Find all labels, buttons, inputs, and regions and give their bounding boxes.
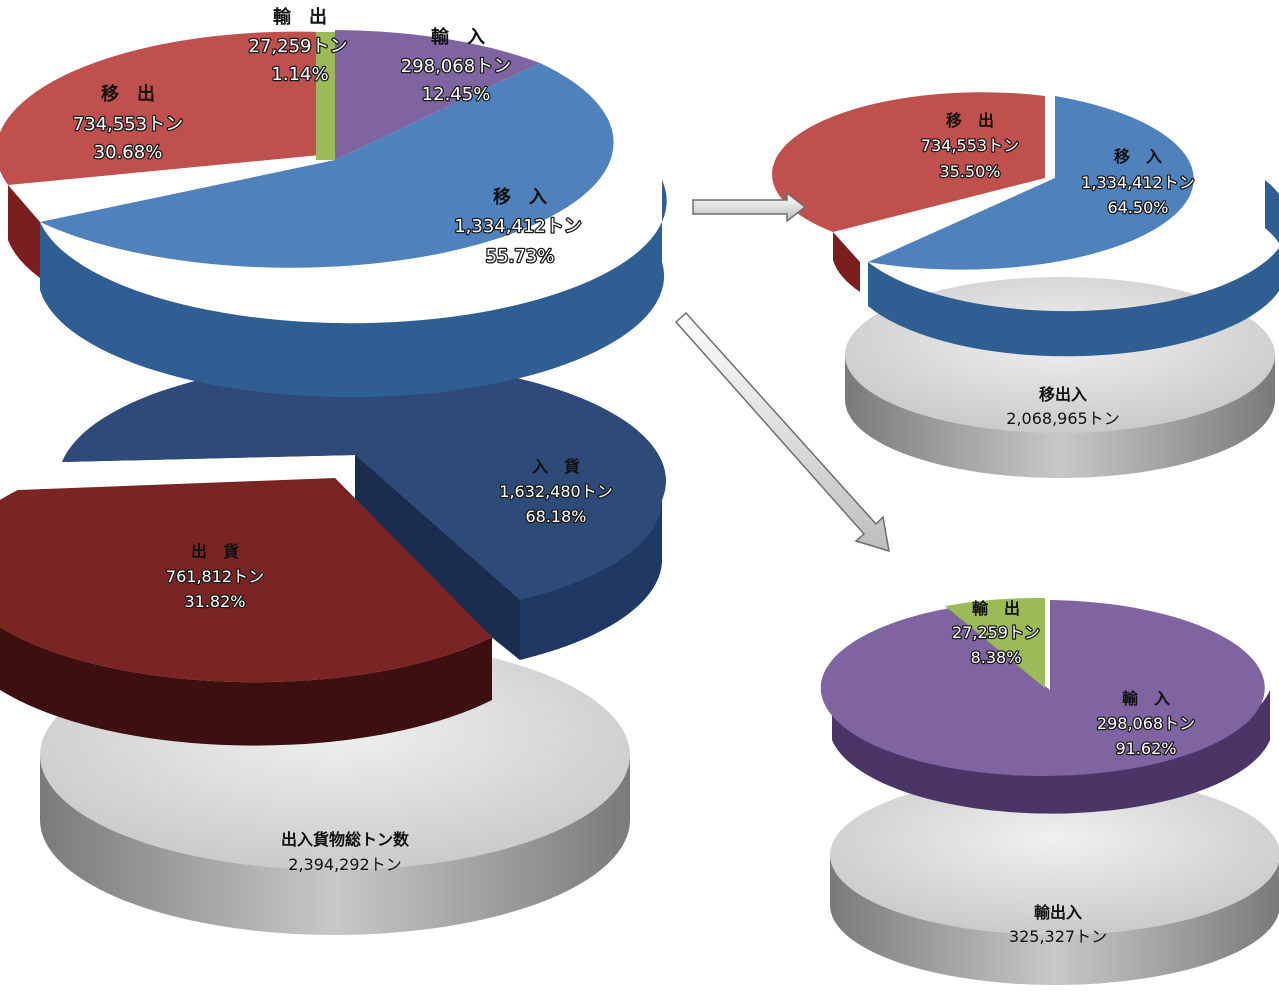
pie-foreign [820,597,1270,814]
slice-shipment-out [0,31,320,185]
svg-text:輸 出: 輸 出 [273,6,327,28]
svg-text:35.50%: 35.50% [939,162,1000,181]
svg-text:移 出: 移 出 [946,111,994,130]
slice-outbound [0,478,492,683]
slice-export [316,32,335,160]
svg-text:移 入: 移 入 [1114,147,1162,166]
label-domestic-out: 移 出 734,553トン 35.50% [920,111,1021,182]
label-total-foreign: 輸出入 325,327トン [1009,903,1107,946]
slice-foreign-import [820,600,1265,776]
label-total-main: 出入貨物総トン数 2,394,292トン [281,830,410,874]
label-inbound: 入 貨 1,632,480トン 68.18% [498,457,614,527]
svg-text:輸 入: 輸 入 [431,26,485,48]
svg-text:27,259トン: 27,259トン [249,36,348,57]
svg-text:2,394,292トン: 2,394,292トン [288,855,401,874]
svg-text:移 出: 移 出 [101,83,155,105]
label-shipment-out: 移 出 734,553トン 30.68% [71,83,184,164]
slice-shipment-in [40,63,614,268]
svg-text:出 貨: 出 貨 [191,542,239,561]
svg-text:31.82%: 31.82% [184,592,245,611]
slice-inbound [62,361,666,600]
pie-domestic [772,92,1279,357]
pie-main [0,30,667,398]
label-foreign-import: 輸 入 298,068トン 91.62% [1096,689,1197,759]
svg-text:1.14%: 1.14% [271,64,328,85]
svg-text:入 貨: 入 貨 [532,457,580,476]
svg-text:8.38%: 8.38% [971,648,1022,667]
svg-text:12.45%: 12.45% [422,84,491,105]
svg-text:734,553トン: 734,553トン [921,136,1019,155]
svg-text:298,068トン: 298,068トン [401,56,511,77]
svg-text:64.50%: 64.50% [1107,198,1168,217]
svg-text:91.62%: 91.62% [1115,739,1176,758]
svg-text:出入貨物総トン数: 出入貨物総トン数 [281,830,410,849]
slice-outbound-side [0,490,492,746]
label-shipment-in: 移 入 1,334,412トン 55.73% [453,186,583,268]
svg-text:1,334,412トン: 1,334,412トン [1081,173,1194,192]
label-export: 輸 出 27,259トン 1.14% [247,6,349,86]
label-domestic-in: 移 入 1,334,412トン 64.50% [1080,147,1196,218]
slice-foreign-export [945,597,1045,688]
total-base-foreign [830,775,1279,985]
svg-text:移 入: 移 入 [493,186,547,208]
pie-cargo [0,361,666,746]
label-outbound: 出 貨 761,812トン 31.82% [165,542,266,612]
slice-domestic-out [772,92,1045,233]
svg-text:2,068,965トン: 2,068,965トン [1006,409,1119,428]
svg-text:298,068トン: 298,068トン [1097,714,1195,733]
label-total-domestic: 移出入 2,068,965トン [1006,385,1119,428]
svg-text:325,327トン: 325,327トン [1009,927,1107,946]
svg-text:輸出入: 輸出入 [1034,903,1082,922]
svg-text:55.73%: 55.73% [486,246,555,267]
svg-text:734,553トン: 734,553トン [73,114,183,135]
label-foreign-export: 輸 出 27,259トン 8.38% [951,599,1042,668]
svg-text:移出入: 移出入 [1039,385,1087,404]
arrow-diagonal-icon [674,311,890,553]
svg-text:1,632,480トン: 1,632,480トン [499,482,612,501]
arrow-right-icon [692,191,807,223]
svg-text:68.18%: 68.18% [525,507,586,526]
svg-text:輸 入: 輸 入 [1122,689,1170,708]
slice-import [335,30,540,160]
svg-text:27,259トン: 27,259トン [952,623,1040,642]
svg-text:761,812トン: 761,812トン [166,567,264,586]
slice-domestic-in [868,96,1194,270]
svg-text:30.68%: 30.68% [94,142,163,163]
label-import: 輸 入 298,068トン 12.45% [399,26,512,106]
svg-text:1,334,412トン: 1,334,412トン [454,216,582,237]
svg-text:輸 出: 輸 出 [972,599,1020,618]
